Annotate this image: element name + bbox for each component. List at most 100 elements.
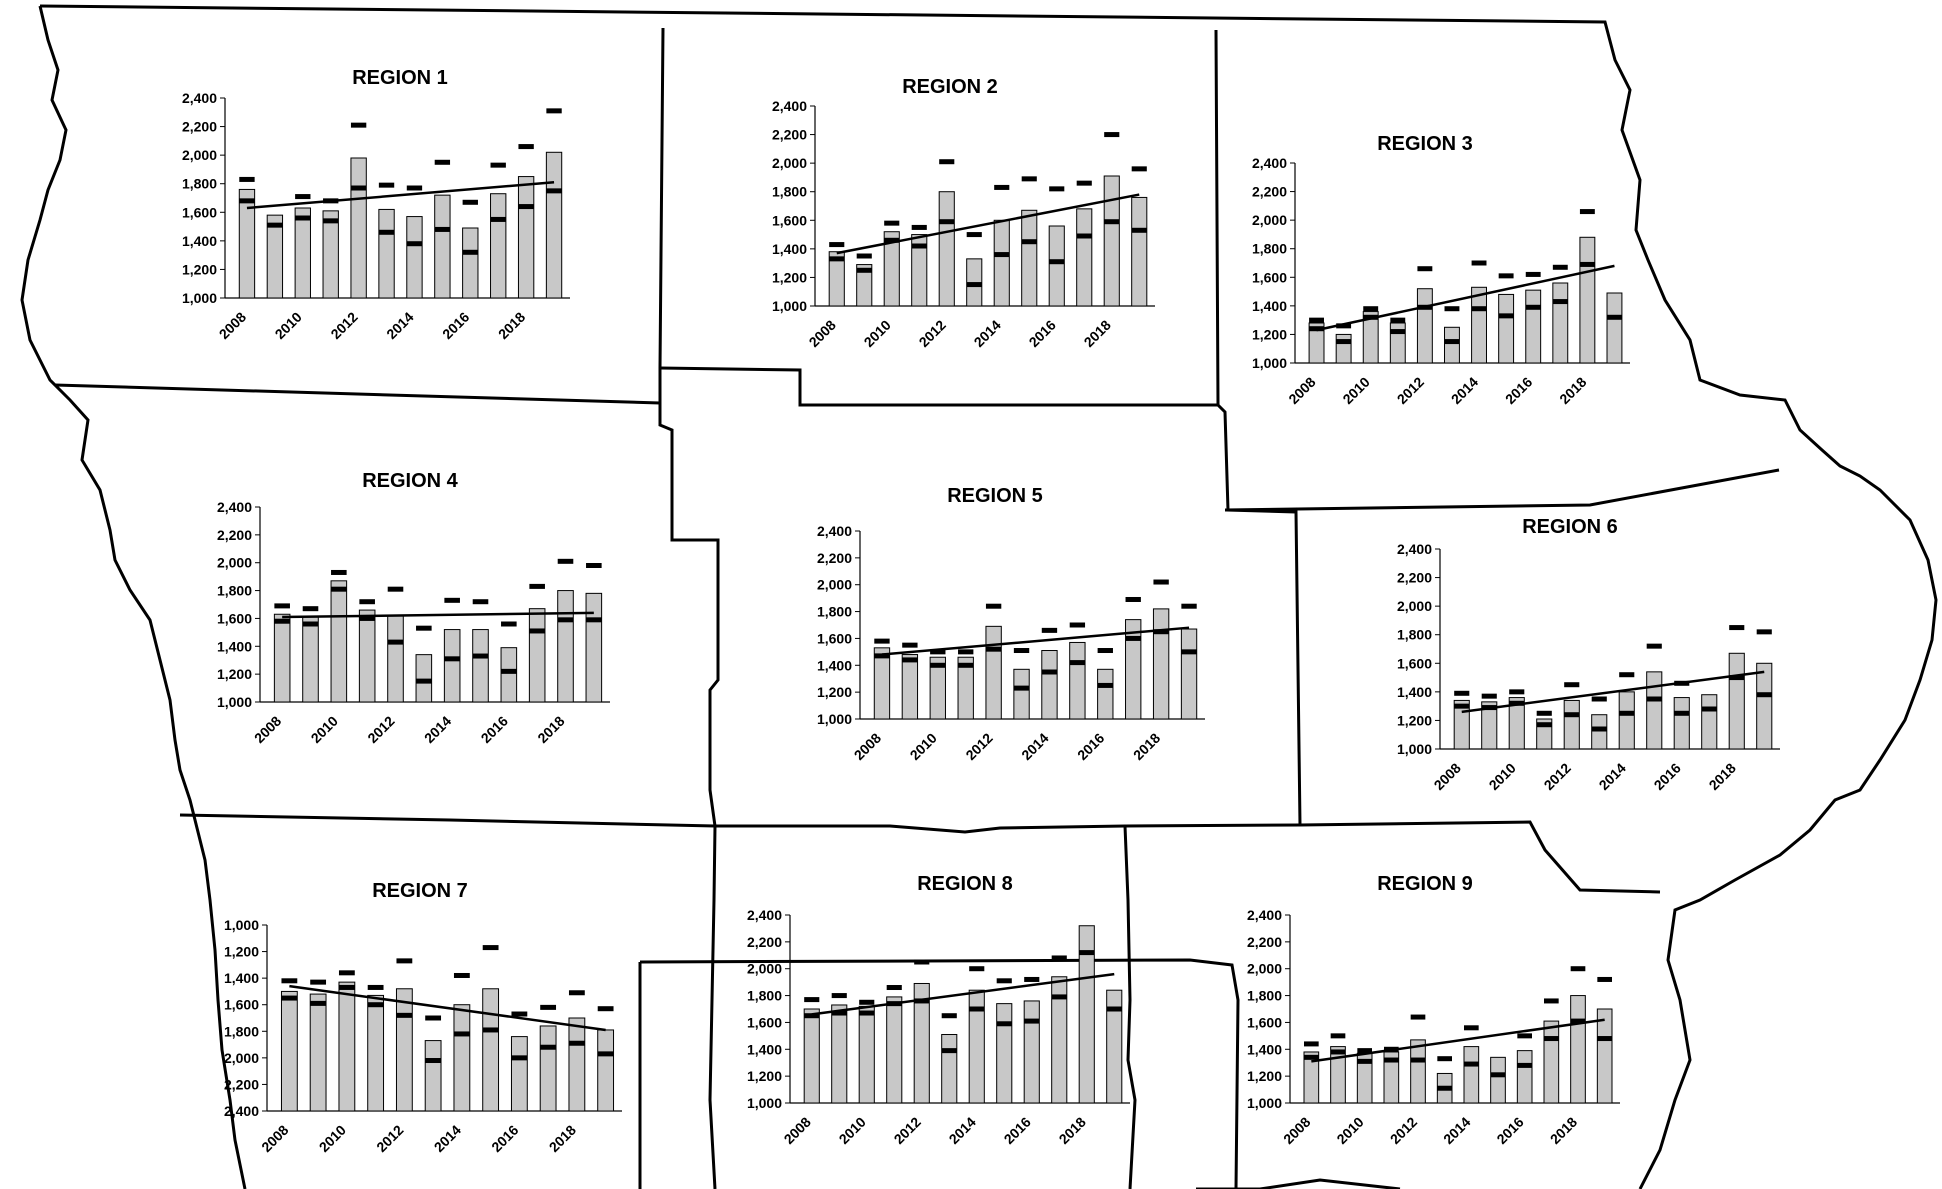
lower-marker-2009	[1330, 1049, 1346, 1055]
lower-marker-2015	[1490, 1072, 1506, 1078]
upper-marker-2015	[1069, 622, 1086, 628]
upper-marker-2010	[338, 970, 355, 976]
x-tick-label: 2014	[1440, 1114, 1473, 1147]
bar-2012	[350, 157, 367, 299]
bar-2014	[1471, 286, 1487, 364]
region-title: REGION 4	[362, 470, 458, 492]
region-chart-7: REGION 7 2,400 2,200 2,000 1,800 1,600 1,400 1,…	[224, 880, 622, 1155]
lower-marker-2019	[1756, 692, 1772, 698]
upper-marker-2015	[1498, 273, 1514, 279]
upper-marker-2011	[359, 599, 375, 605]
bar-2008	[1303, 1051, 1320, 1104]
bar-2017	[528, 608, 546, 703]
lower-marker-2009	[1336, 339, 1352, 345]
lower-marker-2011	[1536, 722, 1552, 728]
bar-2019	[1106, 989, 1123, 1104]
y-tick-label: 1,200	[1252, 326, 1287, 342]
upper-marker-2015	[482, 945, 499, 951]
y-tick-label: 2,000	[182, 147, 217, 163]
upper-marker-2012	[396, 958, 413, 964]
y-tick-label: 1,800	[1247, 988, 1282, 1004]
x-tick-label: 2018	[534, 713, 567, 746]
lower-marker-2012	[939, 219, 955, 225]
bar-2008	[803, 1008, 820, 1104]
region-chart-9: REGION 9 1,000 1,200 1,400 1,600 1,800 2,000 2,…	[1247, 873, 1620, 1147]
lower-marker-2011	[958, 662, 974, 668]
upper-marker-2013	[1444, 306, 1460, 312]
upper-marker-2008	[1304, 1041, 1319, 1047]
upper-marker-2017	[540, 1004, 557, 1010]
bar-2009	[901, 654, 919, 720]
upper-marker-2013	[941, 1013, 957, 1019]
upper-marker-2009	[1481, 693, 1497, 699]
charts-layer: REGION 1 1,000 1,200 1,400 1,600 1,800 2,000 2,…	[182, 67, 1780, 1155]
x-tick-label: 2012	[1394, 374, 1427, 407]
upper-marker-2008	[1309, 317, 1324, 323]
y-tick-label: 2,000	[224, 1050, 259, 1066]
trend-line	[836, 193, 1140, 255]
y-tick-label: 1,600	[817, 630, 852, 646]
y-tick-label: 1,800	[1397, 627, 1432, 643]
bar-2011	[957, 656, 974, 720]
bar-2014	[968, 989, 985, 1104]
upper-marker-2017	[529, 583, 545, 589]
upper-marker-2018	[518, 144, 534, 150]
x-tick-label: 2010	[861, 317, 894, 350]
bar-2019	[1180, 628, 1198, 720]
x-tick-label: 2014	[946, 1114, 979, 1147]
bar-2009	[302, 616, 319, 703]
lower-marker-2015	[472, 653, 489, 659]
lower-marker-2013	[378, 229, 395, 235]
x-tick-label: 2014	[1596, 760, 1629, 793]
x-tick-label: 2018	[495, 309, 528, 342]
bar-2016	[510, 1036, 528, 1112]
lower-marker-2015	[434, 226, 451, 232]
x-tick-label: 2012	[1387, 1114, 1420, 1147]
x-tick-label: 2016	[1001, 1114, 1034, 1147]
x-tick-label: 2016	[488, 1122, 521, 1155]
bar-2015	[1498, 293, 1515, 364]
lower-marker-2009	[902, 657, 918, 663]
upper-marker-2016	[1024, 976, 1040, 982]
upper-marker-2008	[239, 176, 255, 182]
bar-2017	[1125, 619, 1142, 720]
y-tick-label: 1,600	[1252, 269, 1287, 285]
x-tick-label: 2014	[383, 309, 416, 342]
bar-2013	[424, 1040, 442, 1112]
bar-2016	[462, 227, 479, 299]
lower-marker-2016	[511, 1055, 528, 1061]
lower-marker-2013	[941, 1048, 957, 1054]
upper-marker-2014	[1619, 672, 1635, 678]
upper-marker-2018	[1570, 966, 1586, 972]
trend-line	[1461, 670, 1765, 714]
lower-marker-2019	[1181, 649, 1197, 655]
lower-marker-2010	[859, 1010, 875, 1016]
lower-marker-2019	[1106, 1006, 1122, 1012]
upper-marker-2013	[1437, 1056, 1452, 1062]
region-chart-1: REGION 1 1,000 1,200 1,400 1,600 1,800 2,000 2,…	[182, 67, 570, 342]
upper-marker-2015	[472, 599, 489, 605]
upper-marker-2019	[597, 1006, 614, 1012]
upper-marker-2012	[939, 159, 955, 165]
x-tick-label: 2008	[851, 730, 884, 763]
bar-2018	[1103, 175, 1120, 307]
lower-marker-2017	[540, 1044, 557, 1050]
y-tick-label: 2,200	[217, 527, 252, 543]
lower-marker-2008	[1454, 703, 1470, 709]
upper-marker-2018	[1729, 625, 1745, 631]
lower-marker-2009	[856, 267, 872, 273]
region-chart-5: REGION 5 1,000 1,200 1,400 1,600 1,800 2,000 2,…	[817, 485, 1205, 763]
lower-marker-2017	[1051, 994, 1067, 1000]
bar-2018	[1570, 995, 1586, 1104]
x-tick-label: 2012	[327, 309, 360, 342]
bar-2015	[472, 629, 489, 703]
bar-2017	[1552, 282, 1569, 364]
upper-marker-2019	[1131, 166, 1147, 172]
lower-marker-2010	[930, 662, 946, 668]
upper-marker-2016	[501, 621, 517, 627]
upper-marker-2019	[586, 563, 602, 568]
y-tick-label: 1,600	[1397, 655, 1432, 671]
upper-marker-2015	[434, 159, 451, 165]
lower-marker-2015	[1021, 239, 1037, 245]
x-tick-label: 2012	[962, 730, 995, 763]
